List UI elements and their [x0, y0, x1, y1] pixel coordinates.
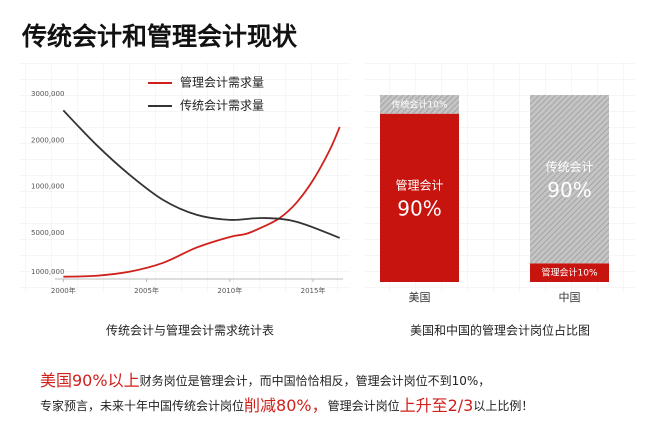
caption: 传统会计与管理会计需求统计表 — [106, 323, 274, 338]
x-tick-label: 美国 — [409, 291, 431, 304]
footer-line: 美国90%以上财务岗位是管理会计，而中国恰恰相反，管理会计岗位不到10%， — [40, 371, 490, 390]
y-tick-label: 3000,000 — [31, 90, 64, 98]
title: 传统会计和管理会计现状 — [21, 22, 298, 51]
segment-name: 管理会计 — [541, 266, 577, 278]
line — [62, 109, 340, 239]
bar-segment — [380, 95, 459, 114]
segment-value: 10% — [578, 268, 598, 278]
footer-run: 专家预言，未来十年中国传统会计岗位 — [40, 398, 244, 413]
segment-label: 管理会计10% — [541, 266, 597, 278]
segment-label: 90% — [397, 197, 441, 221]
footer-run: 财务岗位是管理会计，而中国恰恰相反，管理会计岗位不到10%， — [140, 373, 491, 388]
footer-line: 专家预言，未来十年中国传统会计岗位削减80%，管理会计岗位上升至2/3以上比例！ — [40, 396, 533, 415]
x-tick-label: 2000年 — [51, 286, 76, 295]
line — [63, 126, 341, 278]
x-tick-label: 2010年 — [217, 286, 242, 295]
segment-name: 传统会计 — [545, 159, 593, 174]
footer-run: 削减80%， — [244, 396, 328, 415]
footer-run: 上升至2/3 — [400, 396, 474, 415]
caption: 美国和中国的管理会计岗位占比图 — [410, 323, 590, 338]
legend-label: 传统会计需求量 — [180, 98, 264, 113]
legend-label: 管理会计需求量 — [180, 75, 264, 90]
footer: 美国90%以上财务岗位是管理会计，而中国恰恰相反，管理会计岗位不到10%， 专家预… — [40, 371, 533, 415]
segment-label: 传统会计10% — [391, 98, 447, 110]
footer-run: 以上比例！ — [473, 399, 533, 413]
bar-segment — [380, 113, 459, 282]
bar-segment — [530, 263, 609, 282]
footer-run: 美国90%以上 — [40, 371, 140, 390]
y-tick-label: 2000,000 — [31, 136, 64, 144]
x-tick-label: 2015年 — [301, 286, 326, 295]
y-tick-label: 1000,000 — [31, 268, 64, 276]
segment-value: 10% — [428, 100, 448, 110]
y-tick-label: 5000,000 — [31, 229, 64, 237]
grid-background — [20, 62, 350, 292]
y-tick-label: 1000,000 — [31, 183, 64, 191]
segment-name: 传统会计 — [391, 98, 427, 110]
bar-segment — [530, 95, 609, 264]
x-tick-label: 中国 — [559, 291, 581, 304]
segment-label: 90% — [547, 178, 591, 202]
segment-name: 管理会计 — [395, 178, 443, 193]
x-tick-label: 2005年 — [134, 286, 159, 295]
footer-run: 管理会计岗位 — [328, 398, 400, 413]
